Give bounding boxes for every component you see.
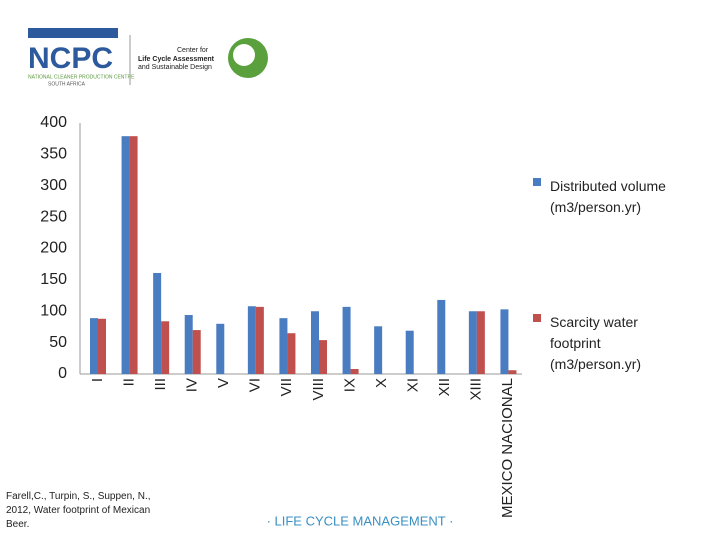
y-tick-label: 200 bbox=[40, 240, 67, 257]
legend-label: Scarcity water footprint (m3/person.yr) bbox=[550, 314, 642, 372]
x-tick-label: VI bbox=[247, 378, 264, 392]
brand: · LIFE CYCLE MANAGEMENT · bbox=[267, 513, 454, 528]
bar bbox=[437, 299, 446, 374]
bar bbox=[279, 318, 288, 374]
bar bbox=[255, 306, 264, 374]
logo-subtext: NATIONAL CLEANER PRODUCTION CENTRE bbox=[28, 74, 135, 80]
bar bbox=[468, 311, 477, 374]
y-tick-label: 300 bbox=[40, 177, 67, 194]
y-tick-label: 350 bbox=[40, 146, 67, 163]
y-tick-label: 150 bbox=[40, 271, 67, 288]
bar bbox=[476, 311, 485, 374]
bar bbox=[216, 323, 225, 374]
bar bbox=[129, 136, 138, 374]
bar bbox=[153, 272, 162, 374]
bar bbox=[287, 333, 296, 374]
center-text: and Sustainable Design bbox=[138, 64, 212, 71]
bar bbox=[98, 318, 106, 374]
x-tick-label: I bbox=[89, 378, 106, 382]
y-tick-label: 400 bbox=[40, 114, 67, 131]
bar bbox=[247, 306, 256, 374]
citation: Farell,C., Turpin, S., Suppen, N., 2012,… bbox=[6, 491, 151, 530]
logo-globe-inner bbox=[233, 44, 255, 66]
bar bbox=[192, 330, 201, 374]
y-tick-label: 0 bbox=[58, 365, 67, 382]
legend-swatch bbox=[533, 314, 541, 322]
x-tick-label: IV bbox=[183, 378, 200, 392]
bar bbox=[311, 311, 319, 374]
x-tick-label: XII bbox=[436, 378, 453, 396]
logo-icons bbox=[28, 28, 118, 38]
bar bbox=[184, 315, 193, 374]
bar bbox=[500, 309, 509, 374]
x-tick-label: III bbox=[152, 378, 169, 391]
logo-text: NCPC bbox=[28, 42, 113, 75]
bar bbox=[342, 306, 351, 374]
bar bbox=[121, 136, 130, 374]
bar bbox=[319, 340, 327, 374]
x-tick-label: IX bbox=[341, 378, 358, 392]
x-tick-label: MEXICO NACIONAL bbox=[499, 378, 516, 518]
bar bbox=[90, 318, 98, 374]
x-tick-label: XIII bbox=[468, 378, 485, 401]
y-tick-label: 250 bbox=[40, 208, 67, 225]
logo-country: SOUTH AFRICA bbox=[48, 81, 86, 87]
bar bbox=[350, 368, 359, 374]
center-text: Center for bbox=[177, 47, 209, 54]
bar bbox=[161, 321, 170, 374]
x-tick-label: II bbox=[120, 378, 137, 386]
x-tick-label: VII bbox=[278, 378, 295, 396]
y-tick-label: 50 bbox=[49, 334, 67, 351]
bar bbox=[374, 326, 383, 374]
center-text: Life Cycle Assessment bbox=[138, 56, 215, 63]
legend-swatch bbox=[533, 178, 541, 186]
x-tick-label: XI bbox=[404, 378, 421, 392]
x-tick-label: X bbox=[373, 378, 390, 388]
y-tick-label: 100 bbox=[40, 302, 67, 319]
bar bbox=[405, 330, 414, 374]
bar bbox=[508, 370, 517, 374]
x-tick-label: V bbox=[215, 378, 232, 388]
legend-label: Distributed volume (m3/person.yr) bbox=[550, 178, 666, 215]
x-tick-label: VIII bbox=[310, 378, 327, 401]
